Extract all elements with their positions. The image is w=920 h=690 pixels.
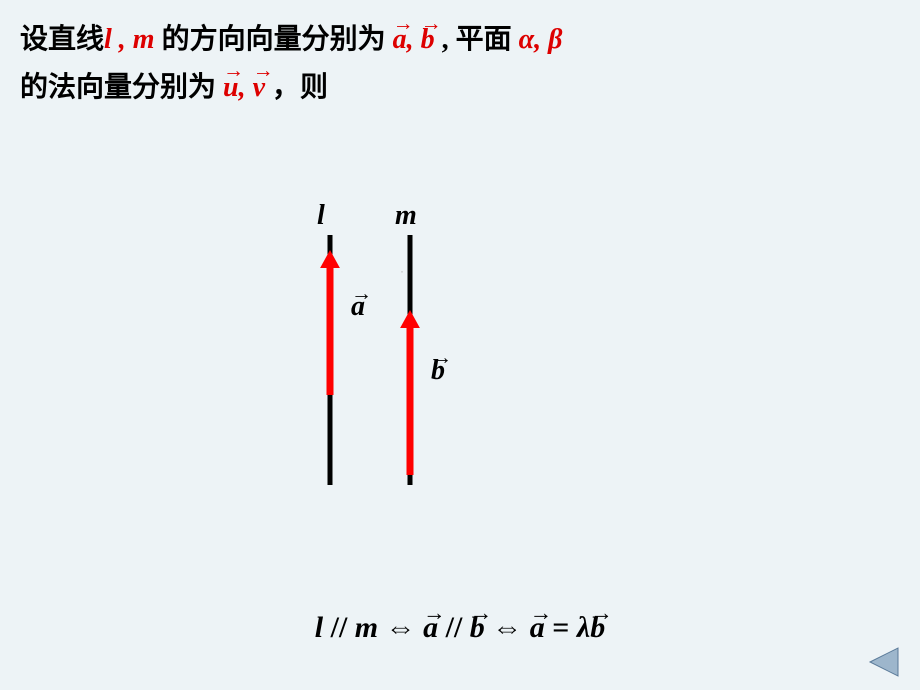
label-m: m <box>395 200 417 232</box>
formula-vec-a: →a <box>423 611 438 645</box>
arrow-over-icon: → <box>421 6 435 42</box>
intro-text-5: ，则 <box>265 72 328 103</box>
label-l: l <box>317 200 325 232</box>
formula-m: m <box>355 611 378 644</box>
vector-u-text: →u <box>223 64 239 112</box>
arrow-over-icon: → <box>253 53 265 89</box>
formula-lambda: λ <box>577 611 590 644</box>
arrow-over-icon: → <box>530 600 545 626</box>
diagram-svg <box>295 195 625 515</box>
formula-iff-2: ⇔ <box>485 611 530 644</box>
arrow-over-icon: → <box>431 345 445 370</box>
vector-b-arrow <box>400 310 420 475</box>
arrow-over-icon: → <box>223 53 239 89</box>
arrow-over-icon: → <box>351 281 365 306</box>
arrow-over-icon: → <box>393 6 407 42</box>
formula-vec-b: →b <box>470 611 485 645</box>
intro-comma1: , <box>534 24 548 55</box>
intro-text-1: 设直线 <box>20 24 104 55</box>
formula-iff-1: ⇔ <box>378 611 423 644</box>
arrow-over-icon: → <box>423 600 438 626</box>
vector-diagram: l m →a →b <box>295 195 625 515</box>
intro-alpha: α <box>519 24 535 55</box>
nav-back-button[interactable] <box>868 646 908 678</box>
intro-text-4: 的法向量分别为 <box>20 72 223 103</box>
formula-l: l <box>315 611 323 644</box>
label-vector-a: →a <box>351 291 365 323</box>
intro-text-2: 的方向向量分别为 <box>162 24 393 55</box>
intro-beta: β <box>548 24 562 55</box>
arrow-over-icon: → <box>590 600 605 626</box>
vector-a-text: →a <box>393 16 407 64</box>
vector-a-arrow <box>320 250 340 395</box>
vector-v-text: →v <box>253 64 265 112</box>
intro-lm: l , m <box>104 24 162 55</box>
arrow-over-icon: → <box>470 600 485 626</box>
formula-parallel-1: // <box>323 611 355 644</box>
formula-vec-b2: →b <box>590 611 605 645</box>
vector-b-text: →b <box>421 16 435 64</box>
intro-paragraph: 设直线l , m 的方向向量分别为 →a, →b , 平面 α, β 的法向量分… <box>20 16 900 111</box>
intro-text-3: , 平面 <box>435 24 519 55</box>
formula-vec-a2: →a <box>530 611 545 645</box>
formula: l // m ⇔ →a // →b ⇔ →a = λ→b <box>0 611 920 645</box>
label-vector-b: →b <box>431 355 445 387</box>
